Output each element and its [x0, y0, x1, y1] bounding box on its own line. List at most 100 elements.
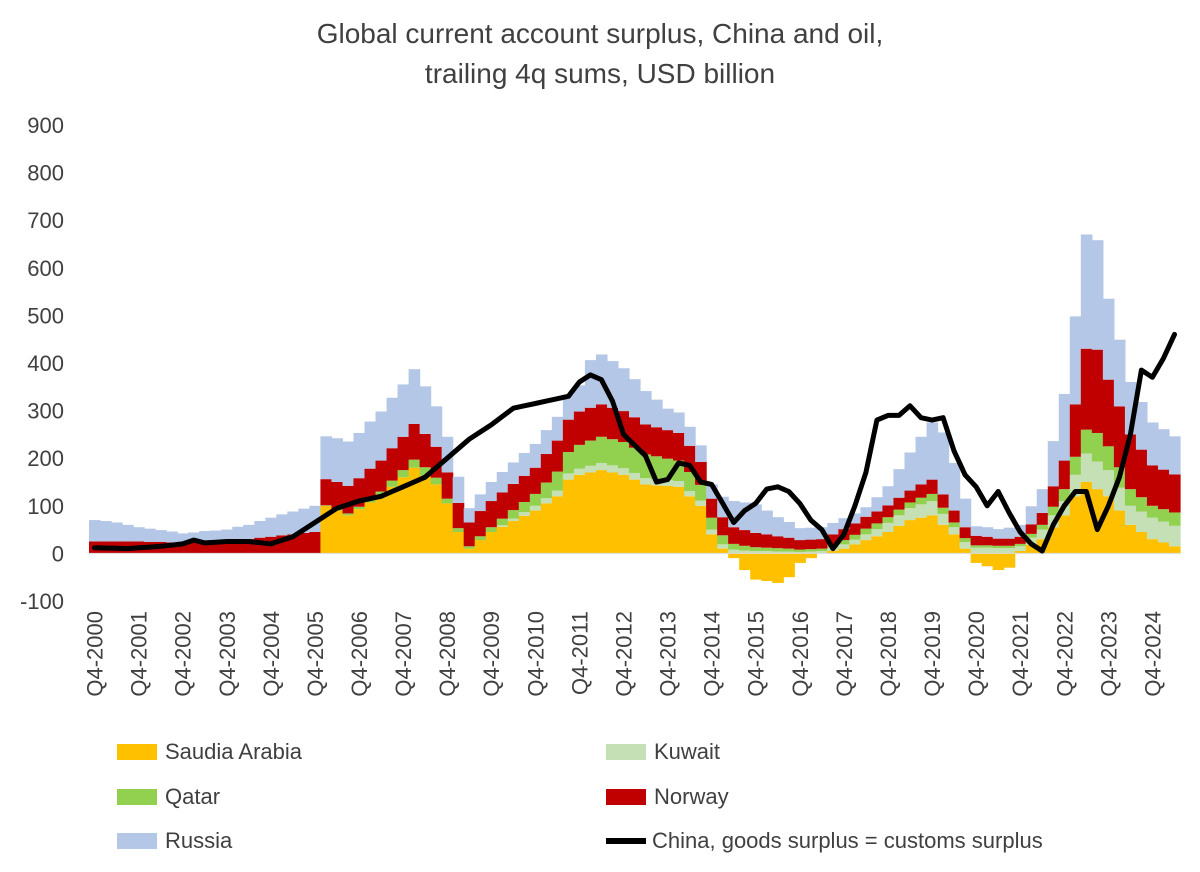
bar-saudia-arabia-q42 [551, 496, 564, 554]
legend-label: Saudia Arabia [165, 739, 302, 764]
bar-saudia-arabia-q93 [1113, 510, 1126, 554]
bar-qatar-q68 [838, 540, 850, 545]
bar-saudia-arabia-q43 [562, 479, 575, 554]
bar-kuwait-q83 [1003, 548, 1016, 554]
bar-russia-q75 [915, 436, 928, 485]
bar-kuwait-q47 [606, 465, 619, 473]
bar-russia-q63 [783, 521, 795, 538]
bar-qatar-q48 [617, 442, 630, 469]
bar-russia-q65 [805, 527, 817, 540]
bar-russia-q72 [882, 486, 895, 506]
bar-norway-q19 [298, 532, 310, 554]
bar-qatar-q64 [794, 549, 806, 552]
bar-norway-q69 [849, 523, 862, 535]
bar-norway-q54 [684, 445, 696, 472]
bar-russia-q89 [1069, 316, 1082, 405]
bar-norway-q21 [320, 479, 333, 506]
bar-kuwait-q42 [551, 490, 564, 497]
bar-russia-q30 [419, 386, 432, 434]
bar-saudia-arabia-q56 [706, 534, 718, 554]
bar-norway-q53 [673, 432, 685, 461]
bar-qatar-q92 [1102, 446, 1115, 471]
bar-norway-q90 [1080, 348, 1093, 430]
bar-kuwait-q56 [706, 529, 718, 535]
bar-norway-q31 [430, 446, 443, 478]
bar-russia-q96 [1146, 422, 1159, 466]
bar-norway-q22 [331, 482, 344, 510]
bar-saudia-arabia-q37 [496, 526, 509, 554]
bar-kuwait-q78 [948, 527, 961, 535]
bar-kuwait-q73 [893, 515, 906, 526]
bar-qatar-q90 [1080, 429, 1093, 454]
bar-saudia-arabia-q78 [948, 534, 961, 554]
bar-qatar-q49 [628, 447, 641, 473]
legend-item: Qatar [117, 782, 220, 812]
bar-norway-q42 [551, 440, 564, 472]
bar-russia-q52 [662, 408, 674, 431]
bar-saudia-arabia-q76 [926, 515, 939, 554]
bar-norway-q34 [463, 522, 476, 547]
bar-norway-q77 [937, 494, 950, 508]
legend-label: Kuwait [654, 739, 721, 764]
bar-saudia-arabia-q47 [606, 472, 619, 554]
bar-saudia-arabia-q81 [981, 553, 994, 567]
bar-saudia-arabia-q92 [1102, 496, 1115, 554]
y-tick-label: 100 [27, 494, 64, 519]
bar-norway-q8 [177, 542, 189, 554]
bar-norway-q20 [309, 531, 322, 554]
bar-qatar-q50 [640, 454, 652, 479]
bar-norway-q10 [199, 541, 211, 554]
bar-qatar-q91 [1091, 432, 1104, 462]
bar-norway-q95 [1135, 449, 1148, 498]
bar-kuwait-q65 [805, 551, 817, 554]
bar-qatar-q24 [353, 506, 366, 510]
x-tick-label: Q4-2016 [788, 611, 813, 697]
legend-swatch [606, 838, 646, 844]
bar-norway-q25 [364, 468, 377, 499]
bar-qatar-q83 [1003, 545, 1016, 549]
bar-russia-q68 [838, 518, 850, 530]
bar-russia-q11 [210, 530, 222, 542]
bar-saudia-arabia-q72 [882, 531, 895, 554]
bar-qatar-q76 [926, 493, 939, 502]
bar-norway-q47 [606, 407, 619, 440]
bar-qatar-q77 [937, 507, 950, 514]
bar-norway-q26 [375, 460, 388, 492]
bar-kuwait-q75 [915, 504, 928, 518]
bar-qatar-q82 [992, 545, 1005, 549]
bar-saudia-arabia-q54 [684, 496, 696, 554]
bar-norway-q85 [1025, 524, 1038, 534]
bar-russia-q94 [1124, 382, 1137, 435]
bar-saudia-arabia-q27 [386, 486, 399, 554]
bar-kuwait-q53 [673, 481, 685, 487]
bar-norway-q43 [562, 419, 575, 453]
y-tick-label: 300 [27, 399, 64, 424]
bar-qatar-q88 [1058, 489, 1071, 502]
bar-norway-q36 [485, 501, 498, 528]
bar-kuwait-q57 [717, 544, 729, 549]
bar-kuwait-q60 [750, 551, 762, 554]
bar-saudia-arabia-q21 [320, 505, 333, 554]
bar-qatar-q32 [441, 498, 454, 504]
bar-qatar-q29 [408, 459, 421, 468]
bar-russia-q48 [617, 368, 630, 412]
bar-norway-q32 [441, 472, 454, 499]
bar-russia-q34 [463, 508, 476, 523]
bar-kuwait-q38 [507, 518, 520, 522]
y-tick-label: 200 [27, 446, 64, 471]
bar-kuwait-q76 [926, 501, 939, 516]
bar-russia-q6 [155, 530, 167, 542]
bar-kuwait-q81 [981, 547, 994, 554]
bar-qatar-q79 [959, 538, 972, 542]
bar-russia-q0 [89, 520, 101, 542]
bar-norway-q52 [662, 430, 674, 459]
bar-kuwait-q59 [739, 550, 751, 554]
bar-norway-q59 [739, 530, 751, 546]
bar-kuwait-q46 [595, 462, 608, 471]
chart-title-line-1: Global current account surplus, China an… [316, 18, 884, 49]
bar-qatar-q40 [529, 493, 542, 506]
bar-qatar-q62 [772, 548, 784, 552]
bar-qatar-q41 [540, 482, 553, 499]
bar-norway-q18 [287, 534, 299, 554]
bar-kuwait-q84 [1014, 546, 1027, 552]
